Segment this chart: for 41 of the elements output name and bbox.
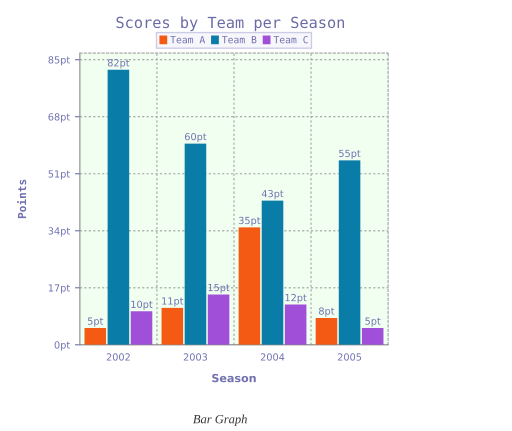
legend-label: Team A: [170, 36, 206, 44]
data-label: 35pt: [238, 216, 260, 226]
legend-label: Team C: [274, 36, 308, 44]
text: Bar Graph: [193, 414, 247, 426]
y-tick-label: 51pt: [48, 170, 70, 180]
y-axis-title: Points: [17, 180, 26, 218]
y-tick-label: 34pt: [48, 227, 70, 236]
data-label: 5pt: [365, 318, 381, 327]
bar: [184, 144, 206, 345]
chart-title: Scores by Team per Season: [116, 16, 344, 32]
data-label: 8pt: [319, 307, 334, 317]
x-tick-label: 2003: [184, 353, 208, 361]
x-tick-label: 2005: [338, 353, 362, 361]
x-axis-title: Season: [212, 374, 256, 382]
bar: [108, 70, 130, 345]
y-tick-label: 68pt: [48, 113, 70, 122]
bar: [262, 200, 284, 345]
y-tick-label: 0pt: [54, 341, 70, 351]
bar: [362, 328, 384, 345]
data-label: 10pt: [131, 300, 152, 310]
bar: [130, 311, 152, 345]
data-label: 15pt: [208, 284, 230, 294]
bar: [338, 160, 360, 345]
bar: [162, 308, 184, 345]
y-tick-label: 17pt: [48, 284, 70, 294]
x-tick-label: 2002: [106, 353, 130, 361]
data-label: 60pt: [184, 132, 206, 142]
bar: [316, 318, 338, 345]
legend-label: Team B: [222, 36, 256, 44]
data-label: 11pt: [162, 297, 184, 307]
y-tick-label: 85pt: [48, 56, 70, 66]
data-label: 5pt: [88, 318, 104, 327]
bar: [284, 304, 306, 345]
bar: [208, 294, 230, 345]
data-label: 43pt: [262, 190, 284, 200]
data-label: 55pt: [339, 150, 361, 159]
data-label: 12pt: [286, 294, 307, 304]
bar: [84, 328, 106, 345]
bar: [238, 227, 260, 345]
data-label: 82pt: [108, 59, 130, 68]
x-tick-label: 2004: [260, 353, 284, 361]
